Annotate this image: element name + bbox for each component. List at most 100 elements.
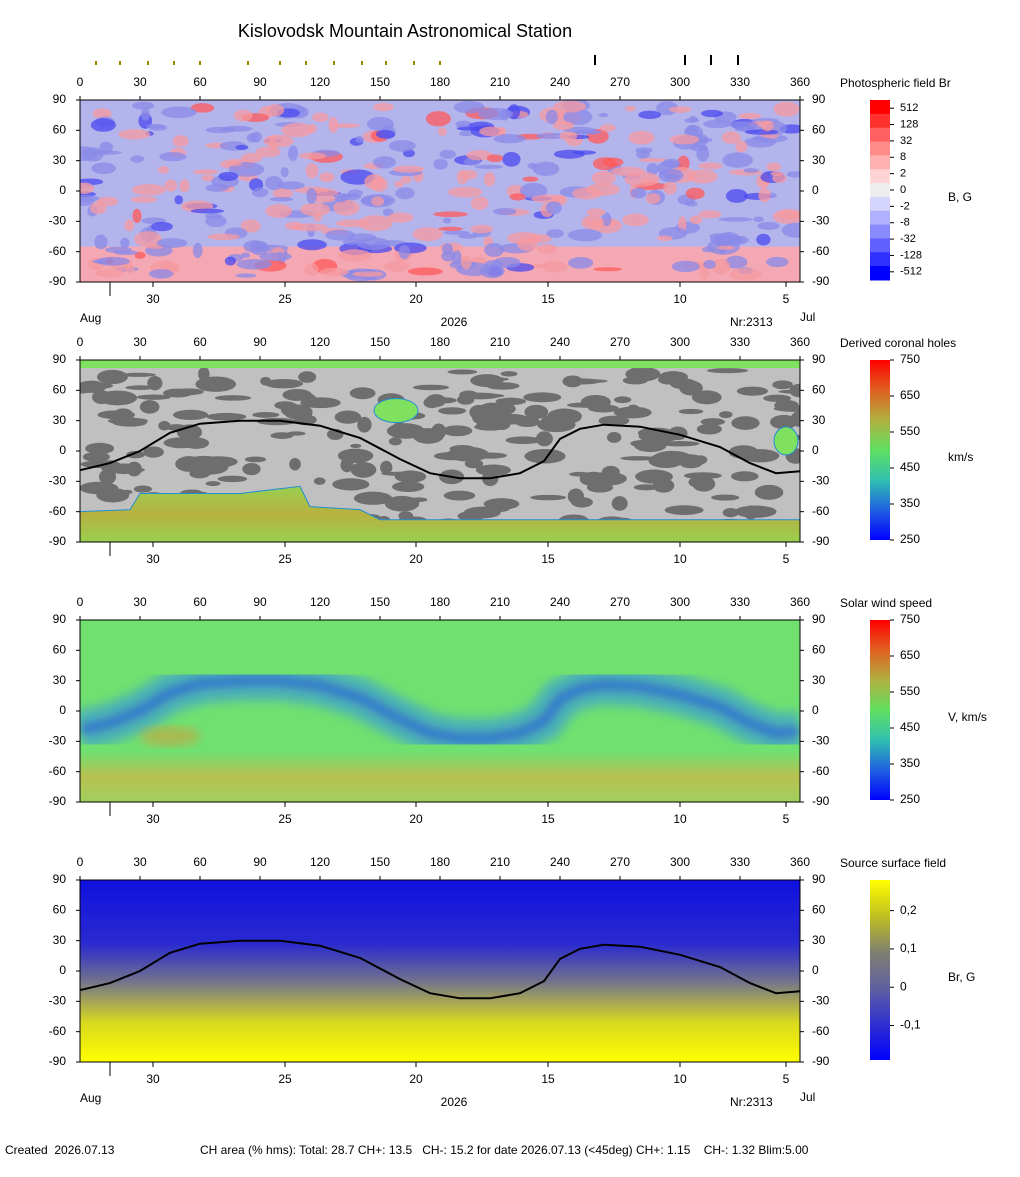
map-texture <box>724 255 748 269</box>
date-tick-label: 20 <box>409 292 423 306</box>
y-tick-label: -60 <box>49 764 67 778</box>
map-texture <box>638 158 667 163</box>
map-texture <box>474 423 507 431</box>
colorbar-step <box>870 196 890 212</box>
map-texture <box>495 397 527 406</box>
map-texture <box>394 180 404 188</box>
map-texture <box>773 405 800 412</box>
map-texture <box>272 188 293 199</box>
y-tick-label: 0 <box>59 443 66 457</box>
map-texture <box>96 369 128 385</box>
map-texture <box>777 210 800 220</box>
map-texture <box>658 374 679 385</box>
map-texture <box>192 242 203 259</box>
map-texture <box>738 112 761 120</box>
y-tick-label-right: 0 <box>812 183 819 197</box>
x-tick-label: 150 <box>370 335 390 349</box>
date-tick-label: 10 <box>673 292 687 306</box>
map-texture <box>133 485 152 493</box>
date-tick-label: 20 <box>409 552 423 566</box>
colorbar-title: Source surface field <box>840 856 946 870</box>
colorbar-unit: km/s <box>948 450 973 464</box>
map-texture <box>443 217 452 224</box>
year-label: 2026 <box>441 315 468 329</box>
map-texture <box>493 134 526 144</box>
y-tick-label: 90 <box>53 612 67 626</box>
map-texture <box>598 113 609 118</box>
y-tick-label: -60 <box>49 244 67 258</box>
x-tick-label: 0 <box>77 75 84 89</box>
map-texture <box>770 414 798 430</box>
colorbar-tick-label: 0,2 <box>900 903 917 917</box>
map-texture <box>637 427 675 439</box>
map-texture <box>484 242 505 257</box>
y-tick-label: 30 <box>53 153 67 167</box>
map-texture <box>458 233 478 239</box>
colorbar-tick-label: -2 <box>900 200 910 212</box>
map-texture <box>305 163 319 179</box>
map-texture <box>731 416 760 430</box>
map-texture <box>696 145 710 162</box>
x-tick-label: 180 <box>430 595 450 609</box>
map-texture <box>645 193 661 204</box>
map-texture <box>509 193 526 201</box>
map-texture <box>373 156 396 169</box>
map-texture <box>703 259 716 269</box>
map-texture <box>297 239 327 251</box>
colorbar-unit: B, G <box>948 190 972 204</box>
map-texture <box>679 380 703 396</box>
map-texture <box>488 402 516 416</box>
map-texture <box>423 396 441 409</box>
map-texture <box>331 123 360 128</box>
map-image <box>80 360 800 542</box>
map-texture <box>442 425 473 437</box>
map-texture <box>90 201 107 215</box>
map-texture <box>319 172 335 183</box>
map-texture <box>701 109 724 118</box>
map-texture <box>121 372 156 377</box>
map-texture <box>474 164 504 169</box>
map-texture <box>242 462 261 476</box>
colorbar-tick-label: 250 <box>900 532 920 546</box>
y-tick-label: 0 <box>59 703 66 717</box>
y-tick-label: 0 <box>59 183 66 197</box>
map-texture <box>685 124 699 136</box>
map-texture <box>163 388 193 398</box>
map-texture <box>375 129 396 139</box>
map-texture <box>350 443 362 448</box>
map-texture <box>611 496 628 511</box>
map-texture <box>283 404 313 420</box>
map-texture <box>524 404 549 419</box>
map-texture <box>259 252 293 262</box>
y-tick-label: -90 <box>49 274 67 288</box>
map-texture <box>85 442 115 455</box>
map-texture <box>688 476 709 488</box>
map-texture <box>638 110 662 119</box>
map-texture <box>270 432 294 439</box>
map-texture <box>559 131 578 141</box>
map-texture <box>545 109 558 125</box>
map-texture <box>312 112 329 123</box>
map-texture <box>581 215 604 230</box>
map-texture <box>400 175 412 184</box>
map-texture <box>620 456 657 461</box>
map-texture <box>773 101 800 117</box>
map-texture <box>469 404 489 420</box>
map-texture <box>438 226 463 231</box>
map-texture <box>696 423 722 435</box>
map-texture <box>130 196 157 203</box>
map-texture <box>207 233 240 241</box>
map-texture <box>149 269 174 279</box>
map-texture <box>240 252 251 259</box>
map-texture <box>193 169 219 175</box>
map-texture <box>630 187 647 199</box>
map-texture <box>338 249 372 262</box>
y-tick-label-right: -90 <box>812 274 830 288</box>
map-texture <box>712 258 731 275</box>
map-texture <box>265 204 293 218</box>
map-texture <box>134 231 162 247</box>
map-texture <box>289 457 301 471</box>
map-image <box>80 880 800 1062</box>
map-texture <box>281 122 314 138</box>
